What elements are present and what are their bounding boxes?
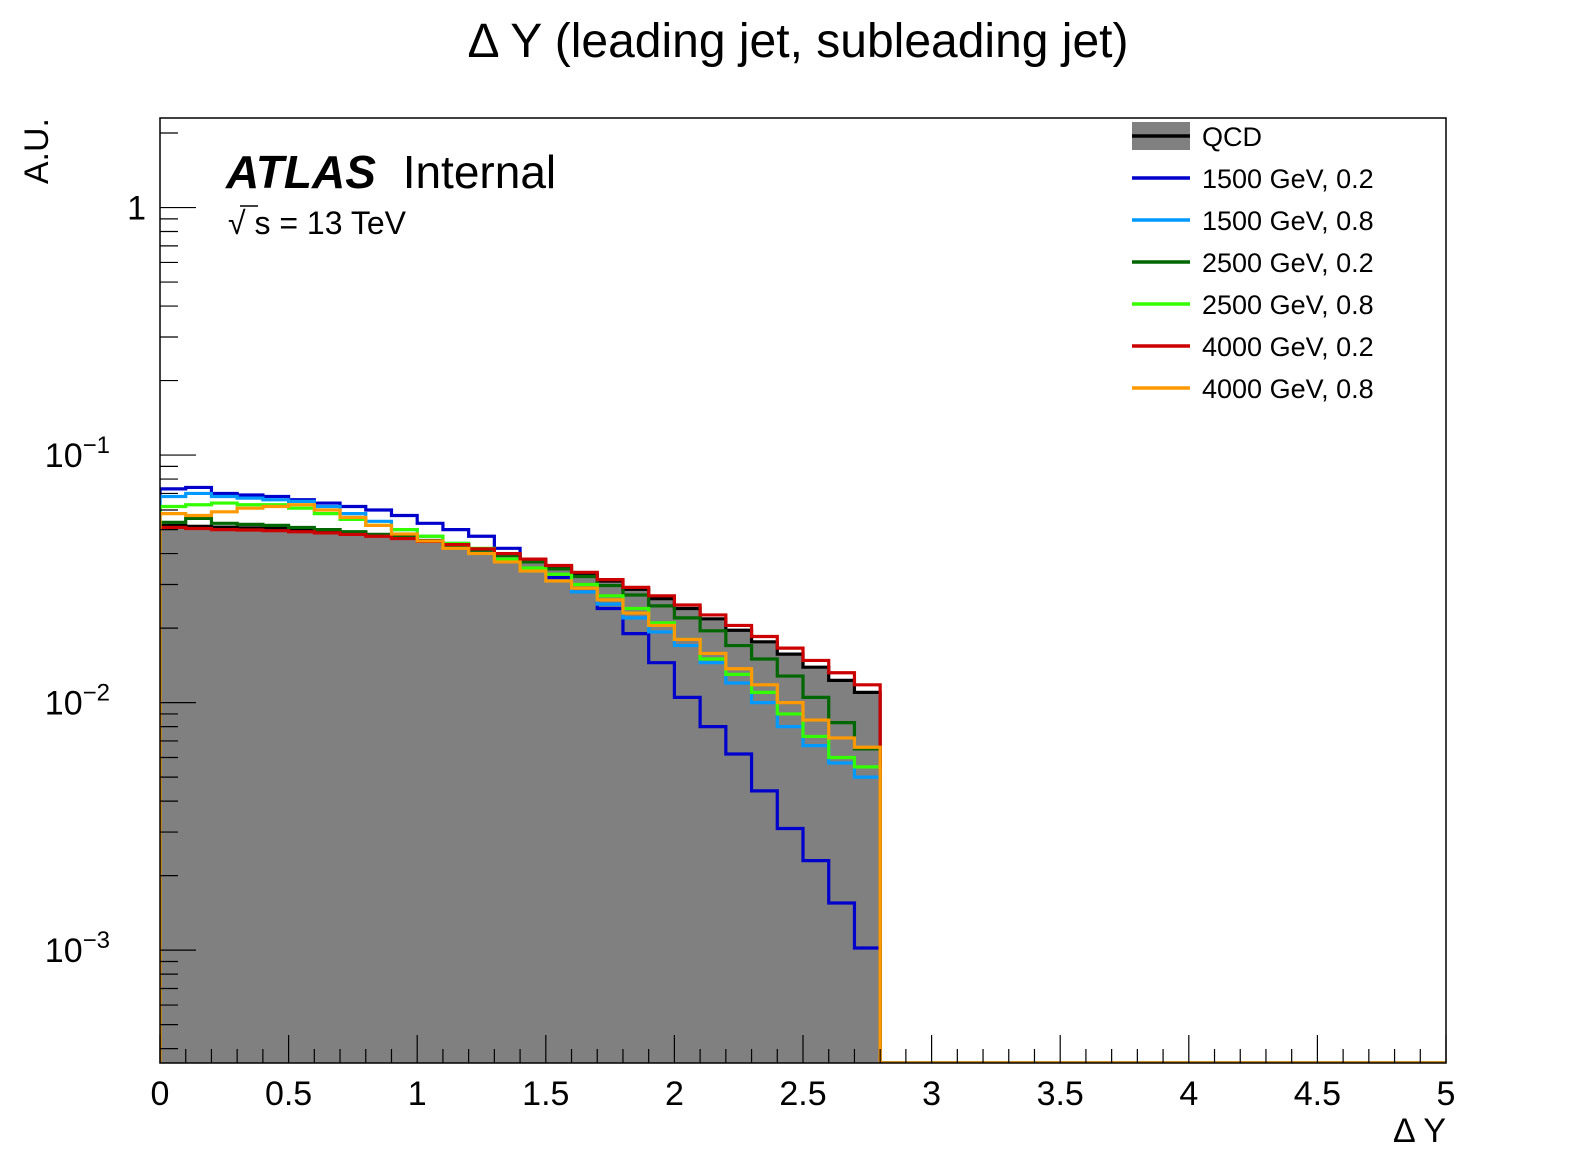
legend-label: 1500 GeV, 0.2: [1202, 164, 1374, 194]
atlas-internal-text: Internal: [403, 146, 556, 198]
x-tick-label: 5: [1437, 1075, 1456, 1113]
legend: QCD 1500 GeV, 0.2 1500 GeV, 0.8 2500 GeV, 0…: [1132, 122, 1374, 404]
series-fill-0: [160, 525, 881, 1063]
legend-label: 1500 GeV, 0.8: [1202, 206, 1374, 236]
x-tick-label: 2.5: [779, 1075, 826, 1113]
series-line-6: [160, 503, 1446, 1063]
x-tick-label: 1: [408, 1075, 427, 1113]
x-axis: 0 0.5 1 1.5 2 2.5 3 3.5 4 4.5 5: [151, 1035, 1456, 1113]
svg-text:√ s = 13 TeV: √ s = 13 TeV: [228, 205, 407, 241]
legend-label: 4000 GeV, 0.8: [1202, 374, 1374, 404]
x-axis-label: Δ Y: [1393, 1112, 1446, 1150]
x-tick-label: 2: [665, 1075, 684, 1113]
y-tick-label: 10−1: [45, 432, 110, 475]
y-tick-label: 10−2: [45, 680, 110, 723]
x-tick-label: 1.5: [522, 1075, 569, 1113]
x-tick-label: 3.5: [1037, 1075, 1084, 1113]
x-tick-label: 0: [151, 1075, 170, 1113]
energy-s: s: [254, 205, 270, 241]
atlas-label: ATLAS Internal: [225, 146, 556, 198]
x-tick-label: 4.5: [1294, 1075, 1341, 1113]
atlas-bold-text: ATLAS: [225, 146, 376, 198]
energy-label: √ s = 13 TeV: [228, 205, 407, 241]
legend-label: 4000 GeV, 0.2: [1202, 332, 1374, 362]
x-tick-label: 0.5: [265, 1075, 312, 1113]
energy-value: = 13 TeV: [279, 205, 406, 241]
y-axis: 1 10−1 10−2 10−3: [45, 132, 196, 1050]
svg-text:ATLAS Internal: ATLAS Internal: [225, 146, 556, 198]
y-tick-label: 10−3: [45, 927, 110, 970]
x-tick-label: 4: [1179, 1075, 1198, 1113]
y-axis-label: A.U.: [18, 118, 56, 184]
legend-label: 2500 GeV, 0.2: [1202, 248, 1374, 278]
y-tick-label: 1: [127, 190, 146, 228]
x-tick-label: 3: [922, 1075, 941, 1113]
sqrt-symbol: √: [228, 205, 246, 241]
chart-title: Δ Y (leading jet, subleading jet): [468, 15, 1129, 68]
legend-label: 2500 GeV, 0.8: [1202, 290, 1374, 320]
series-layer: [160, 485, 1446, 1063]
series-line-5: [160, 525, 1446, 1063]
legend-label: QCD: [1202, 122, 1262, 152]
